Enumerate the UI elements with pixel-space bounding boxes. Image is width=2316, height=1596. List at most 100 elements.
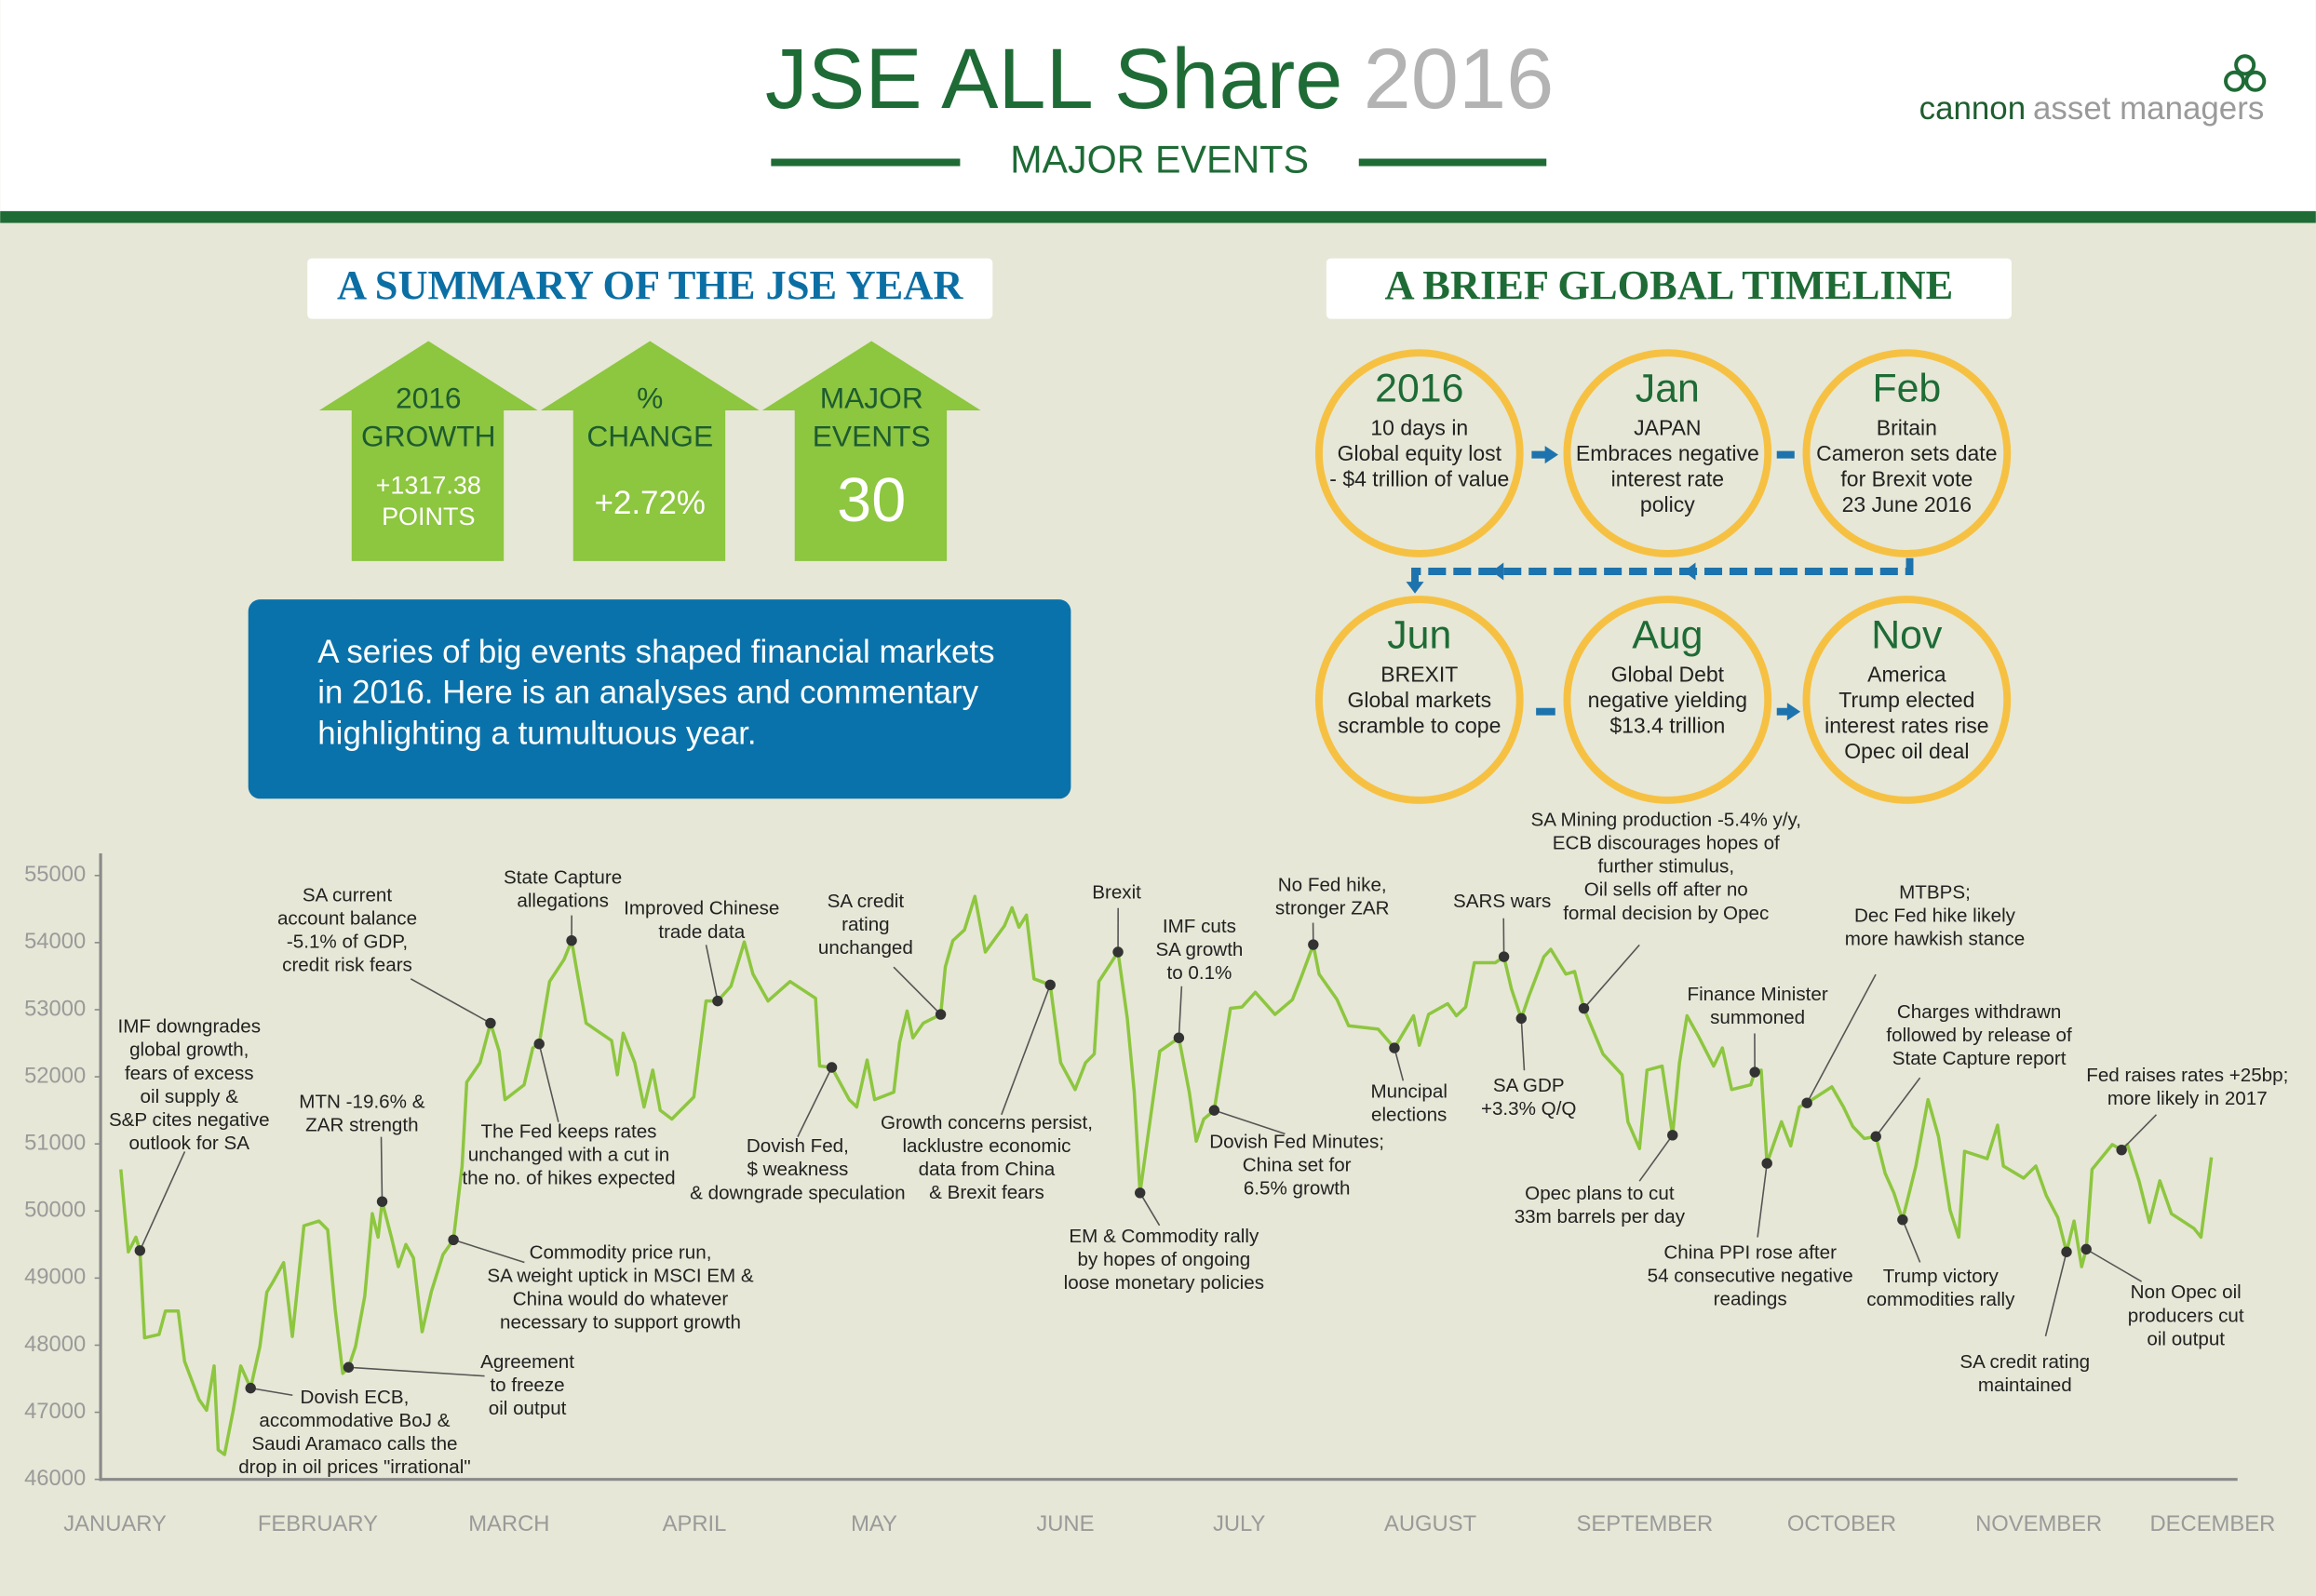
annotation-text: outlook for SA [129,1133,250,1154]
leader-line [893,966,942,1015]
annotation-text: stronger ZAR [1275,897,1390,919]
annotation-text: Charges withdrawn [1897,1001,2061,1023]
annotation-text: Oil sells off after no [1584,879,1748,901]
timeline-text: interest rates rise [1825,714,1988,738]
annotation-text: allegations [517,890,609,911]
event-dot [245,1382,256,1394]
leader-line [2044,1252,2067,1336]
annotation-text: Non Opec oil [2131,1281,2242,1303]
annotation-text: credit risk fears [282,955,412,976]
logo-icon [2224,54,2267,92]
event-dot [935,1009,947,1020]
timeline-text: Britain [1877,416,1937,440]
timeline-text: negative yielding [1588,688,1747,712]
stat-value: POINTS [382,503,475,530]
timeline-period: Aug [1632,613,1703,658]
event-dot [1897,1214,1908,1226]
x-tick-label: FEBRUARY [258,1511,378,1536]
leader-line [1178,986,1183,1039]
annotation-text: Commodity price run, [530,1241,712,1263]
annotation-text: 33m barrels per day [1515,1206,1686,1227]
annotation-text: oil supply & [141,1086,239,1107]
stat-label: MAJOR [820,381,923,414]
timeline-text: interest rate [1611,467,1724,491]
annotation-text: China PPI rose after [1663,1241,1837,1263]
timeline-period: Feb [1872,367,1941,411]
timeline-circle [1563,596,1772,804]
title-text: JSE ALL Share [765,32,1343,127]
annotation-text: Dovish Fed, [747,1135,849,1157]
stat-value: 30 [837,466,906,535]
event-dot [134,1245,146,1256]
annotation-text: to freeze [490,1375,564,1396]
event-dot [1515,1013,1527,1025]
y-tick-label: 55000 [24,862,86,887]
timeline-text: Opec oil deal [1844,739,1969,763]
event-dot [1044,979,1056,991]
timeline-text: - $4 trillion of value [1329,467,1509,491]
leader-line [797,1066,833,1137]
timeline-heading: A BRIEF GLOBAL TIMELINE [1385,262,1954,308]
leader-line [2085,1248,2143,1282]
annotation-text: Dovish ECB, [301,1387,410,1408]
stat-label: GROWTH [361,420,495,453]
annotation-text: SA Mining production -5.4% y/y, [1530,810,1801,831]
annotation-text: ZAR strength [305,1115,418,1136]
stat-value: +2.72% [595,485,706,521]
timeline-text: 10 days in [1370,416,1468,440]
annotation-text: MTBPS; [1899,881,1971,903]
event-dot [1173,1032,1185,1043]
annotation-text: Fed raises rates +25bp; [2086,1065,2288,1086]
timeline-text: JAPAN [1634,416,1701,440]
stat-label: 2016 [396,381,462,414]
timeline-text: policy [1640,492,1695,516]
annotation-text: data from China [919,1159,1056,1180]
main-title: JSE ALL Share 2016 [765,32,1554,127]
event-dot [1134,1187,1146,1199]
leader-line [538,1043,559,1122]
timeline-text: for Brexit vote [1840,467,1973,491]
y-tick-label: 52000 [24,1063,86,1088]
event-dot [1389,1042,1400,1053]
annotation-text: unchanged with a cut in [468,1144,670,1165]
annotation-text: EM & Commodity rally [1069,1226,1259,1247]
leader-line [1582,944,1640,1010]
intro-text: in 2016. Here is an analyses and comment… [317,675,978,711]
timeline-circle [1563,349,1772,557]
annotation-text: SA credit [828,891,905,912]
timeline-text: Global equity lost [1338,441,1502,465]
event-dot [712,995,723,1007]
annotation-text: global growth, [129,1039,249,1061]
timeline-text: BREXIT [1380,663,1458,687]
stat-arrow [318,341,538,561]
stat-label: EVENTS [813,420,931,453]
annotation-text: IMF cuts [1163,916,1236,937]
x-tick-label: MARCH [468,1511,549,1536]
x-tick-label: NOVEMBER [1975,1511,2102,1536]
leader-line [410,978,491,1025]
annotation-text: State Capture [504,866,622,888]
intro-text: highlighting a tumultuous year. [317,715,756,751]
event-dot [376,1196,388,1207]
timeline-circle [1314,349,1524,557]
event-dot [485,1017,496,1029]
y-tick-label: 50000 [24,1198,86,1223]
leader-line [1806,973,1877,1104]
stat-value: +1317.38 [376,472,481,500]
summary-heading-box [307,258,993,319]
annotation-text: Brexit [1092,881,1141,903]
annotation-text: to 0.1% [1166,962,1232,984]
timeline-text: Trump elected [1838,688,1974,712]
y-tick-label: 53000 [24,996,86,1021]
annotation-text: account balance [277,908,417,930]
event-dot [1308,939,1319,950]
annotation-text: & Brexit fears [929,1182,1044,1203]
y-tick-label: 46000 [24,1466,86,1491]
annotation-text: producers cut [2128,1305,2244,1326]
annotation-text: Saudi Aramaco calls the [251,1433,457,1455]
annotation-text: 54 consecutive negative [1648,1265,1853,1286]
timeline-text: 23 June 2016 [1842,492,1972,516]
leader-line [705,945,719,1001]
leader-line [1902,1219,1921,1263]
annotation-text: China set for [1243,1154,1352,1175]
